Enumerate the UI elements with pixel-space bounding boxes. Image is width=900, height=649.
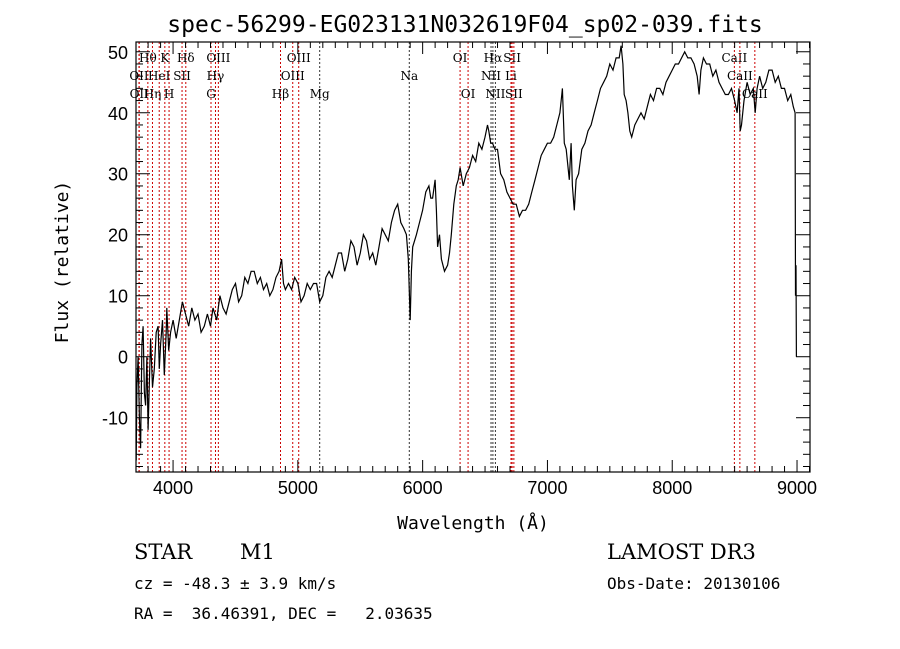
line-markers: OIIOIIHθHηHeIKHSIIHδGHγOIIIHβOIIIOIIIMgN…	[129, 42, 768, 472]
obs-date: Obs-Date: 20130106	[607, 574, 781, 593]
spectrum-series	[135, 45, 798, 461]
line-marker-label: SII	[173, 69, 191, 83]
line-marker-label: OI	[453, 51, 468, 65]
line-marker-label: OIII	[287, 51, 311, 65]
line-marker-label: OI	[461, 87, 476, 101]
y-tick-label: 40	[108, 104, 128, 124]
line-marker-label: CaII	[727, 69, 753, 83]
line-marker-label: K	[160, 51, 170, 65]
plot-frame	[135, 41, 811, 473]
x-axis-label: Wavelength (Å)	[397, 512, 549, 534]
line-marker-label: CaII	[742, 87, 768, 101]
line-marker-label: HeI	[148, 69, 171, 83]
line-marker-label: OII	[130, 87, 150, 101]
y-tick-label: 50	[108, 43, 128, 63]
line-marker-label: H	[164, 87, 174, 101]
line-marker-label: OIII	[206, 51, 230, 65]
object-subclass: M1	[240, 540, 275, 564]
line-marker-label: Hδ	[177, 51, 195, 65]
y-axis-label: Flux (relative)	[52, 181, 73, 344]
line-marker-label: Hβ	[272, 87, 289, 101]
coordinates: RA = 36.46391, DEC = 2.03635	[134, 604, 433, 623]
y-tick-label: 0	[118, 348, 128, 368]
x-tick-label: 7000	[527, 478, 567, 498]
y-tick-label: 20	[108, 226, 128, 246]
x-tick-label: 4000	[153, 478, 193, 498]
x-tick-label: 5000	[278, 478, 318, 498]
x-tick-label: 8000	[652, 478, 692, 498]
line-marker-label: SII	[505, 87, 523, 101]
line-marker-label: CaII	[721, 51, 747, 65]
y-tick-label: 30	[108, 165, 128, 185]
line-marker-label: Na	[400, 69, 418, 83]
survey-name: LAMOST DR3	[607, 540, 756, 564]
y-tick-label: 10	[108, 287, 128, 307]
line-marker-label: Li	[505, 69, 517, 83]
line-marker-label: NII	[481, 69, 501, 83]
line-marker-label: Hα	[484, 51, 503, 65]
line-marker-label: Hη	[144, 87, 162, 101]
line-marker-label: G	[206, 87, 216, 101]
line-marker-label: SII	[503, 51, 521, 65]
axes: 4000 5000 6000 7000 8000 9000 -10 0 10 20 30 40 50	[102, 41, 817, 498]
line-marker-label: OIII	[281, 69, 305, 83]
spectrum-line	[135, 45, 798, 461]
object-class: STAR	[134, 540, 193, 564]
line-marker-label: Hγ	[207, 69, 225, 83]
y-tick-label: -10	[102, 409, 128, 429]
redshift-cz: cz = -48.3 ± 3.9 km/s	[134, 574, 337, 593]
x-tick-label: 9000	[777, 478, 817, 498]
line-marker-label: Mg	[310, 87, 330, 101]
line-marker-label: Hθ	[139, 51, 157, 65]
line-marker-label: NII	[485, 87, 505, 101]
chart-title: spec-56299-EG023131N032619F04_sp02-039.f…	[167, 12, 762, 38]
x-tick-label: 6000	[403, 478, 443, 498]
